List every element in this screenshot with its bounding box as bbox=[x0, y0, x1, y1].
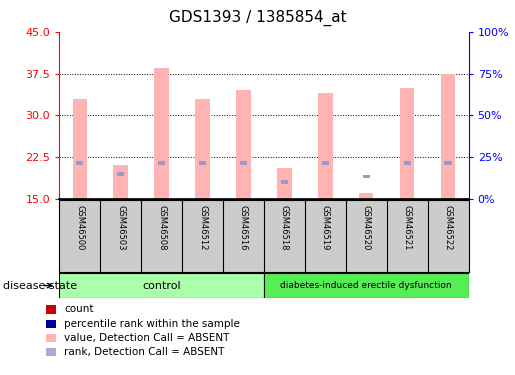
Text: GSM46508: GSM46508 bbox=[157, 205, 166, 251]
Text: GSM46518: GSM46518 bbox=[280, 205, 289, 251]
Bar bbox=[236, 90, 251, 199]
Bar bbox=[441, 74, 455, 199]
Bar bbox=[195, 99, 210, 199]
Bar bbox=[154, 68, 169, 199]
Bar bbox=[240, 160, 247, 165]
Bar bbox=[117, 172, 124, 176]
Text: value, Detection Call = ABSENT: value, Detection Call = ABSENT bbox=[64, 333, 230, 343]
Text: disease state: disease state bbox=[3, 280, 77, 291]
Text: GSM46512: GSM46512 bbox=[198, 205, 207, 251]
Text: GSM46520: GSM46520 bbox=[362, 205, 371, 251]
Text: GDS1393 / 1385854_at: GDS1393 / 1385854_at bbox=[169, 9, 346, 26]
Text: rank, Detection Call = ABSENT: rank, Detection Call = ABSENT bbox=[64, 347, 225, 357]
Text: GSM46500: GSM46500 bbox=[75, 205, 84, 251]
Text: GSM46503: GSM46503 bbox=[116, 205, 125, 251]
Text: diabetes-induced erectile dysfunction: diabetes-induced erectile dysfunction bbox=[281, 281, 452, 290]
Bar bbox=[359, 193, 373, 199]
Bar bbox=[158, 160, 165, 165]
Bar bbox=[76, 160, 83, 165]
Bar bbox=[113, 165, 128, 199]
Bar bbox=[363, 174, 370, 178]
Text: GSM46519: GSM46519 bbox=[321, 205, 330, 251]
Text: GSM46516: GSM46516 bbox=[239, 205, 248, 251]
Text: count: count bbox=[64, 304, 94, 314]
Text: percentile rank within the sample: percentile rank within the sample bbox=[64, 319, 241, 328]
Bar bbox=[318, 93, 333, 199]
Bar bbox=[73, 99, 87, 199]
Bar bbox=[199, 160, 206, 165]
Text: GSM46521: GSM46521 bbox=[403, 205, 411, 251]
Text: control: control bbox=[142, 280, 181, 291]
Bar bbox=[264, 273, 469, 298]
Bar bbox=[400, 87, 415, 199]
Bar bbox=[322, 160, 329, 165]
Text: GSM46522: GSM46522 bbox=[444, 205, 453, 251]
Bar bbox=[281, 180, 288, 184]
Bar bbox=[277, 168, 291, 199]
Bar bbox=[59, 273, 264, 298]
Bar bbox=[444, 160, 452, 165]
Bar bbox=[404, 160, 411, 165]
